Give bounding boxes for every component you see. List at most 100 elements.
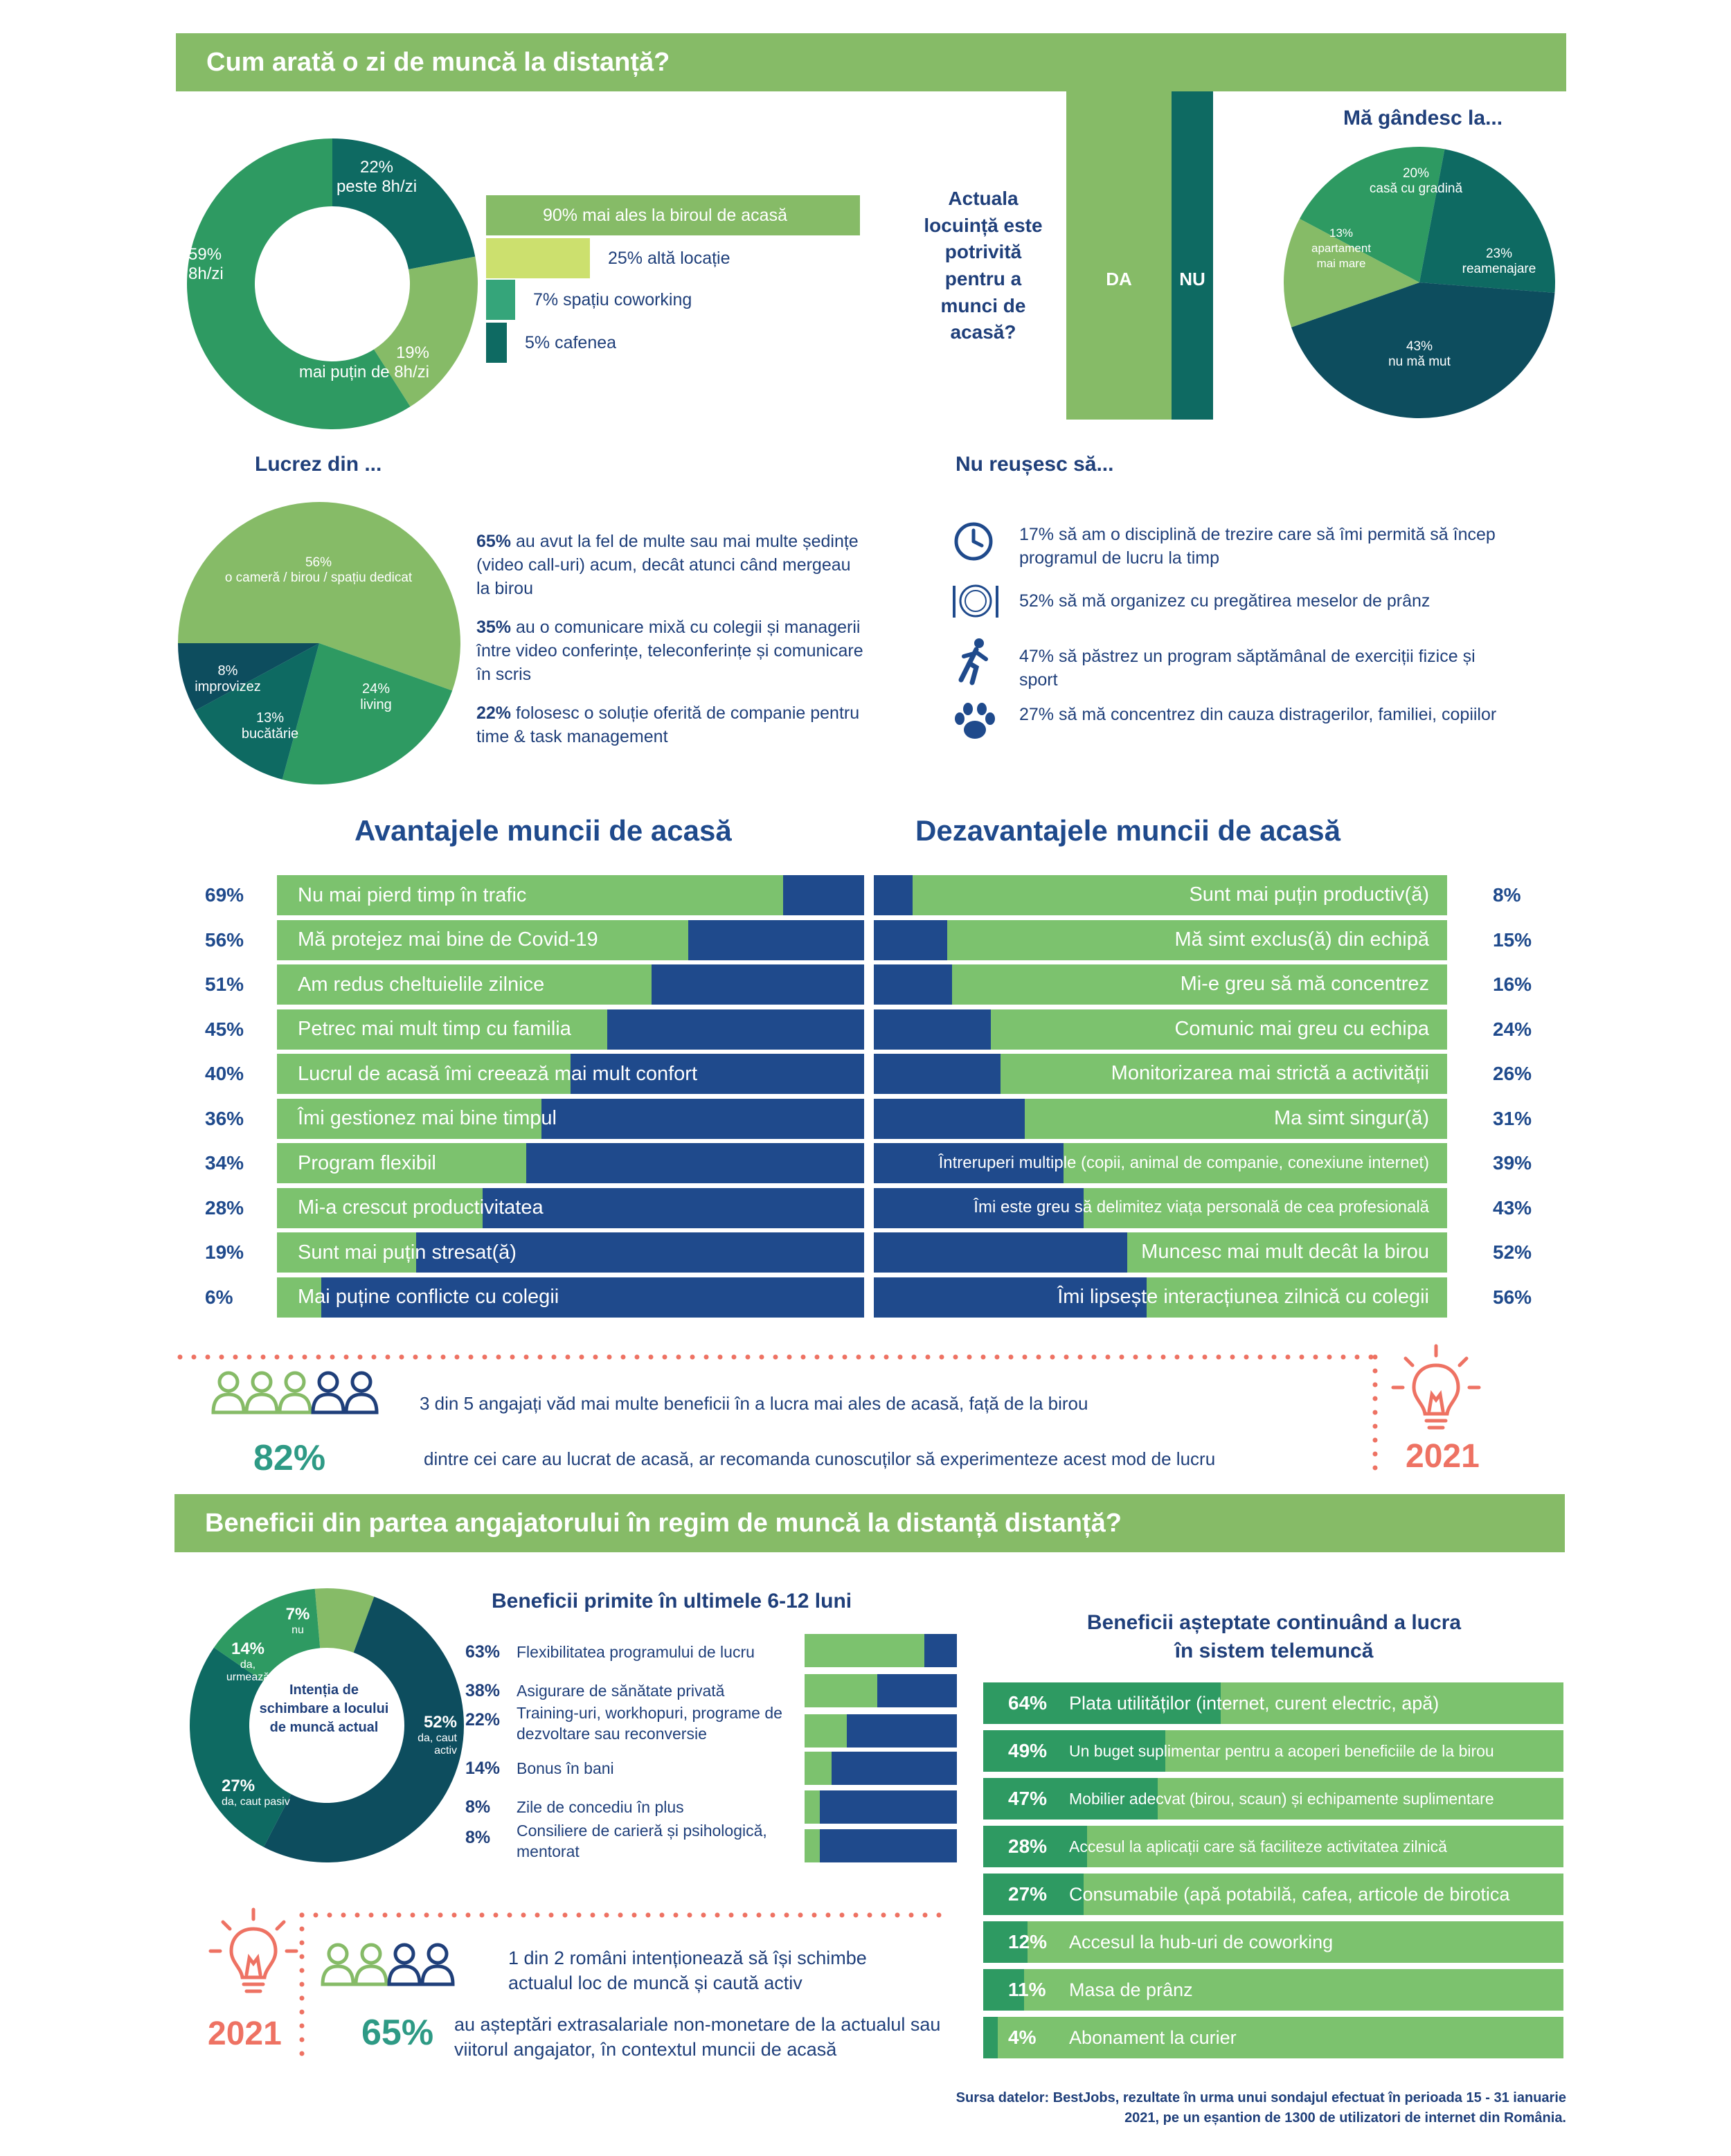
expected-bar-7	[983, 2017, 998, 2058]
disadvantage-pct-4: 26%	[1493, 1063, 1532, 1084]
people-icon	[211, 1371, 379, 1414]
housing-bar-yes-label: DA	[1106, 269, 1132, 289]
advantage-label-5: Îmi gestionez mai bine timpul	[298, 1107, 557, 1129]
expected-track-5	[983, 1921, 1563, 1963]
source-note: Sursa datelor: BestJobs, rezultate în ur…	[956, 2090, 1566, 2126]
thinking-slice-3	[1284, 218, 1419, 327]
change-slice-0	[314, 1588, 375, 1653]
disadvantage-bar-2	[874, 964, 952, 1005]
cannot-item-3: 47% să păstrez un program săptămânal de …	[1019, 647, 1476, 690]
expected-bar-1	[983, 1730, 1165, 1772]
expected-pct-1: 49%	[1008, 1740, 1048, 1761]
received-pct-4: 8%	[465, 1797, 491, 1817]
workfrom-fact-1-text: au avut la fel de multe sau mai multe șe…	[476, 532, 859, 598]
hours-slice-2	[186, 138, 411, 429]
advantage-track-9	[277, 1277, 864, 1318]
dotted-divider-2	[299, 1912, 949, 1918]
expected-label-4: Consumabile (apă potabilă, cafea, artico…	[1069, 1883, 1510, 1905]
disadvantage-label-4: Monitorizarea mai strictă a activității	[1111, 1062, 1429, 1085]
expected-label-6: Masa de prânz	[1069, 1979, 1193, 2000]
location-bar-1	[486, 238, 590, 278]
disadvantage-bar-4	[874, 1054, 1001, 1094]
plate-icon	[953, 584, 998, 618]
hours-value-under8: 19%	[395, 343, 429, 362]
received-track-5	[805, 1829, 957, 1862]
expected-label-7: Abonament la curier	[1069, 2027, 1237, 2048]
change-label-next: 14% da, urmează	[220, 1640, 276, 1684]
thinking-slice-1	[1419, 149, 1555, 293]
housing-question: Actuala locuință este potrivită pentru a…	[924, 188, 1043, 343]
received-track-4	[805, 1790, 957, 1824]
expected-title: Beneficii așteptate continuând a lucra î…	[1086, 1611, 1462, 1662]
workfrom-name-kitchen: bucătărie	[241, 726, 299, 742]
workfrom-slice-3	[178, 643, 319, 711]
housing-bar-no: NU	[1172, 91, 1213, 420]
workfrom-value-room: 56%	[305, 555, 332, 570]
change-name-active: da, caut activ	[418, 1732, 457, 1757]
location-bar-label-2: 7% spațiu coworking	[533, 289, 692, 309]
disadvantage-bar-6	[874, 1143, 1064, 1183]
disadvantage-bar-1	[874, 919, 947, 960]
disadvantage-label-0: Sunt mai puțin productiv(ă)	[1189, 883, 1429, 906]
advantage-bar-7	[277, 1187, 483, 1228]
workfrom-label-room: 56% o cameră / birou / spațiu dedicat	[201, 555, 436, 586]
received-label-1: Asigurare de sănătate privată	[517, 1682, 725, 1700]
hours-label-8: 59% 8h/zi	[188, 245, 271, 284]
expected-bar-6	[983, 1969, 1024, 2011]
received-label-4: Zile de concediu în plus	[517, 1798, 684, 1816]
advantage-label-7: Mi-a crescut productivitatea	[298, 1196, 544, 1219]
workfrom-slice-0	[178, 502, 460, 691]
expected-bar-3	[983, 1826, 1088, 1867]
lightbulb-icon	[1391, 1344, 1481, 1430]
thinking-label-stay: 43% nu mă mut	[1357, 339, 1482, 370]
received-pct-2: 22%	[465, 1710, 501, 1730]
workfrom-name-room: o cameră / birou / spațiu dedicat	[224, 571, 413, 585]
disadvantage-bar-3	[874, 1009, 991, 1050]
received-bar-3	[805, 1752, 832, 1785]
workfrom-fact-1: 65% au avut la fel de multe sau mai mult…	[476, 530, 864, 600]
change-donut-chart	[190, 1588, 464, 1862]
disadvantage-track-0	[874, 875, 1447, 915]
thinking-slice-2	[1291, 282, 1555, 418]
advantage-bar-5	[277, 1098, 541, 1139]
thinking-value-stay: 43%	[1406, 339, 1433, 354]
advantage-label-1: Mă protejez mai bine de Covid-19	[298, 928, 598, 951]
received-bar-1	[805, 1674, 877, 1707]
thinking-name-apartment: apartament mai mare	[1311, 242, 1371, 271]
workfrom-slice-2	[195, 643, 319, 780]
hours-label-under8: 19% mai puțin de 8h/zi	[256, 343, 429, 382]
expected-pct-7: 4%	[1008, 2027, 1037, 2048]
advantage-pct-3: 45%	[205, 1018, 244, 1040]
change-slice-2	[190, 1647, 292, 1847]
location-bar-label-1: 25% altă locație	[608, 248, 730, 268]
expected-label-2: Mobilier adecvat (birou, scaun) și echip…	[1069, 1789, 1494, 1808]
advantage-pct-4: 40%	[205, 1063, 244, 1084]
location-bar-label-3: 5% cafenea	[525, 332, 617, 352]
runner-icon	[958, 638, 988, 685]
clock-icon	[954, 522, 993, 561]
expected-label-0: Plata utilităților (internet, curent ele…	[1069, 1692, 1439, 1714]
hours-label-over8: 22% peste 8h/zi	[301, 158, 453, 197]
expected-track-6	[983, 1969, 1563, 2011]
advantage-label-6: Program flexibil	[298, 1151, 436, 1174]
received-pct-1: 38%	[465, 1681, 501, 1700]
advantages-title: Avantajele muncii de acasă	[355, 814, 732, 847]
disadvantage-label-1: Mă simt exclus(ă) din echipă	[1174, 928, 1429, 951]
change-name-passive: da, caut pasiv	[222, 1796, 290, 1808]
workfrom-fact-3-pct: 22%	[476, 703, 512, 723]
advantage-label-3: Petrec mai mult timp cu familia	[298, 1018, 571, 1040]
change-value-next: 14%	[231, 1640, 265, 1658]
received-pct-3: 14%	[465, 1759, 501, 1778]
disadvantage-label-9: Îmi lipsește interacțiunea zilnică cu co…	[1057, 1285, 1429, 1308]
callout1-line1: 3 din 5 angajați văd mai multe beneficii…	[420, 1393, 1088, 1414]
expected-pct-2: 47%	[1008, 1788, 1048, 1809]
disadvantage-pct-2: 16%	[1493, 973, 1532, 995]
change-value-no: 7%	[285, 1605, 310, 1624]
workfrom-pie-chart	[178, 502, 460, 784]
hours-name-over8: peste 8h/zi	[336, 177, 418, 196]
disadvantage-pct-7: 43%	[1493, 1196, 1532, 1219]
disadvantage-bar-7	[874, 1187, 1084, 1228]
hours-name-under8: mai puțin de 8h/zi	[298, 363, 429, 381]
thinking-name-garden: casă cu gradină	[1369, 181, 1463, 196]
expected-bar-5	[983, 1921, 1028, 1963]
